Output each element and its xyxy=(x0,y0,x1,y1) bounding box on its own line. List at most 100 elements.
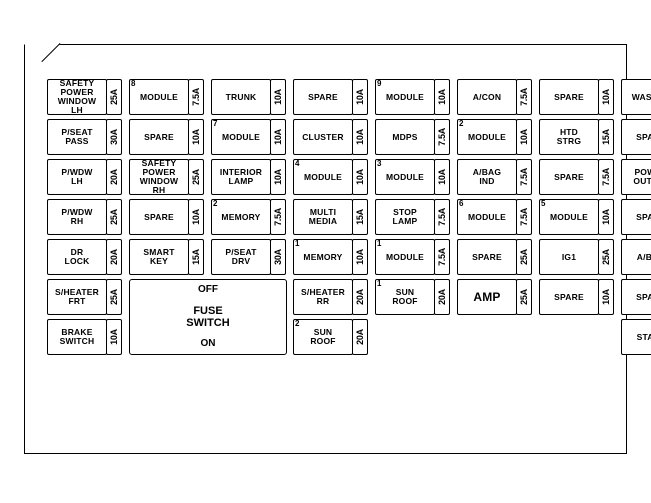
fuse-label: P/SEATDRV xyxy=(212,240,270,274)
fuse-label: SUNROOF xyxy=(376,280,434,314)
fuse-amp: 10A xyxy=(273,129,283,145)
fuse-cell: MODULE67.5A xyxy=(457,199,535,235)
fuse-amp-box: 30A xyxy=(270,239,286,275)
fuse-amp: 7.5A xyxy=(519,208,529,226)
fuse-cell: MEMORY110A xyxy=(293,239,371,275)
fuse-cell: P/SEATDRV30A xyxy=(211,239,289,275)
fuse-label-box: SPARE xyxy=(457,239,517,275)
fuse-index: 1 xyxy=(295,240,299,248)
fuse-label-box: A/BAG xyxy=(621,239,651,275)
fuse-label: SPARE xyxy=(622,200,651,234)
fuse-cell: MODULE710A xyxy=(211,119,289,155)
fuse-index: 5 xyxy=(541,200,545,208)
fuse-amp: 7.5A xyxy=(273,208,283,226)
fuse-label-box: DRLOCK xyxy=(47,239,107,275)
fuse-label-box: SPARE xyxy=(539,159,599,195)
fuse-amp-box: 20A xyxy=(352,279,368,315)
fuse-label-box: MULTIMEDIA xyxy=(293,199,353,235)
fuse-amp: 30A xyxy=(109,129,119,145)
fuse-label-box: MODULE4 xyxy=(293,159,353,195)
fuse-label-box: INTERIORLAMP xyxy=(211,159,271,195)
fuse-amp: 10A xyxy=(355,129,365,145)
fuse-switch[interactable]: OFFFUSESWITCHON xyxy=(129,279,287,355)
fuse-amp-box: 7.5A xyxy=(434,119,450,155)
fuse-label: MODULE xyxy=(540,200,598,234)
fuse-amp-box: 15A xyxy=(352,199,368,235)
fuse-cell: P/SEATPASS30A xyxy=(47,119,125,155)
fuse-label: SPARE xyxy=(540,80,598,114)
fuse-label-box: WASHER xyxy=(621,79,651,115)
fuse-label-box: MODULE6 xyxy=(457,199,517,235)
fuse-amp: 25A xyxy=(191,169,201,185)
fuse-label-box: MODULE8 xyxy=(129,79,189,115)
fuse-cell: HTDSTRG15A xyxy=(539,119,617,155)
fuse-label: SPARE xyxy=(130,200,188,234)
fuse-cell: BRAKESWITCH10A xyxy=(47,319,125,355)
fuse-label-box: SPARE xyxy=(129,119,189,155)
fuse-label-box: SAFETYPOWERWINDOWLH xyxy=(47,79,107,115)
fuse-label: SAFETYPOWERWINDOWLH xyxy=(48,80,106,114)
fuse-label-box: AMP xyxy=(457,279,517,315)
fuse-amp-box: 7.5A xyxy=(516,159,532,195)
fuse-amp: 25A xyxy=(109,89,119,105)
fuse-amp-box: 25A xyxy=(106,279,122,315)
fuse-amp-box: 10A xyxy=(106,319,122,355)
fuse-label-box: MEMORY1 xyxy=(293,239,353,275)
fuse-amp: 15A xyxy=(191,249,201,265)
fuse-cell: SPARE10A xyxy=(539,79,617,115)
fuse-amp: 20A xyxy=(437,289,447,305)
fuse-amp-box: 15A xyxy=(188,239,204,275)
fuse-label: MODULE xyxy=(130,80,188,114)
fuse-amp-box: 10A xyxy=(598,79,614,115)
fuse-amp-box: 10A xyxy=(188,199,204,235)
fuse-index: 6 xyxy=(459,200,463,208)
fuse-label: CLUSTER xyxy=(294,120,352,154)
fuse-label-box: SPARE xyxy=(129,199,189,235)
fuse-label: HTDSTRG xyxy=(540,120,598,154)
fuse-switch-on: ON xyxy=(201,338,216,350)
fuse-amp: 25A xyxy=(519,249,529,265)
fuse-label: MDPS xyxy=(376,120,434,154)
fuse-index: 9 xyxy=(377,80,381,88)
fuse-label-box: TRUNK xyxy=(211,79,271,115)
fuse-amp: 7.5A xyxy=(519,168,529,186)
fuse-amp: 10A xyxy=(601,89,611,105)
fuse-amp-box: 10A xyxy=(352,79,368,115)
fuse-label-box: S/HEATERFRT xyxy=(47,279,107,315)
fuse-amp-box: 10A xyxy=(516,119,532,155)
fuse-label-box: CLUSTER xyxy=(293,119,353,155)
fuse-label: SPARE xyxy=(540,160,598,194)
fuse-cell: MODULE410A xyxy=(293,159,371,195)
fuse-label-box: A/CON xyxy=(457,79,517,115)
fuse-label-box: SPARE xyxy=(621,279,651,315)
fuse-cell: S/HEATERFRT25A xyxy=(47,279,125,315)
fuse-label: SPARE xyxy=(540,280,598,314)
fuse-amp-box: 10A xyxy=(188,119,204,155)
fuse-label: A/BAG xyxy=(622,240,651,274)
fuse-label-box: MODULE7 xyxy=(211,119,271,155)
fuse-amp-box: 7.5A xyxy=(434,199,450,235)
fuse-label-box: P/SEATPASS xyxy=(47,119,107,155)
fuse-label-box: SUNROOF2 xyxy=(293,319,353,355)
fuse-cell: A/BAGIND7.5A xyxy=(457,159,535,195)
fuse-label-box: MODULE2 xyxy=(457,119,517,155)
fuse-label-box: STOPLAMP xyxy=(375,199,435,235)
fuse-label: IG1 xyxy=(540,240,598,274)
fuse-cell: A/CON7.5A xyxy=(457,79,535,115)
fuse-amp-box: 7.5A xyxy=(516,199,532,235)
fuse-index: 2 xyxy=(459,120,463,128)
fuse-amp-box: 20A xyxy=(106,239,122,275)
fuse-amp: 7.5A xyxy=(437,248,447,266)
fuse-grid: OFFFUSESWITCHONSAFETYPOWERWINDOWLH25AMOD… xyxy=(25,45,626,453)
fuse-amp: 15A xyxy=(355,209,365,225)
fuse-amp: 25A xyxy=(109,289,119,305)
fuse-amp-box: 7.5A xyxy=(598,159,614,195)
fuse-index: 2 xyxy=(213,200,217,208)
fuse-label-box: SPARE xyxy=(293,79,353,115)
fuse-cell: MULTIMEDIA15A xyxy=(293,199,371,235)
fuse-amp: 10A xyxy=(355,249,365,265)
fuse-amp: 20A xyxy=(109,169,119,185)
fuse-label: S/HEATERFRT xyxy=(48,280,106,314)
fuse-amp-box: 30A xyxy=(106,119,122,155)
fuse-amp-box: 7.5A xyxy=(434,239,450,275)
